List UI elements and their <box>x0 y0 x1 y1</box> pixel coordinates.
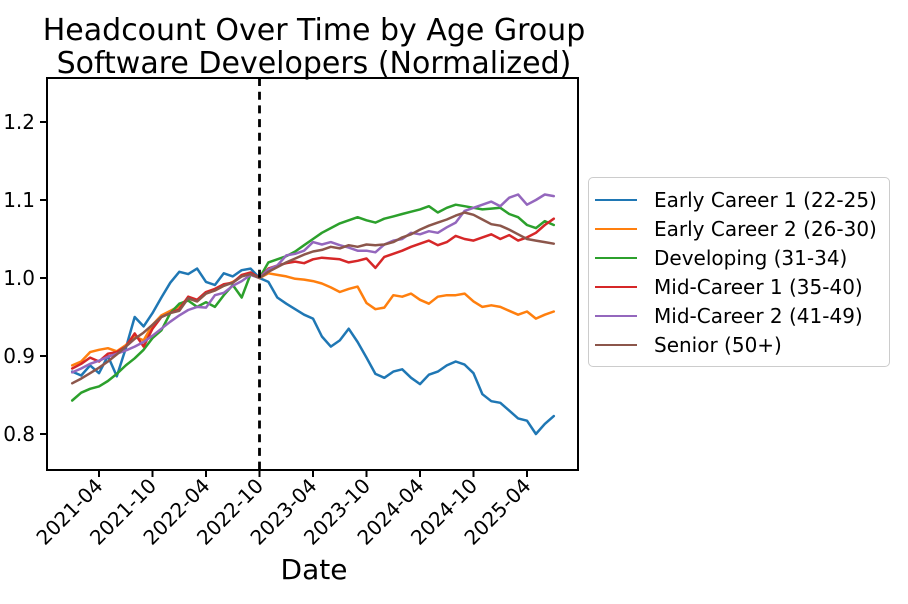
legend-label: Mid-Career 2 (41-49) <box>654 303 863 328</box>
legend-label: Developing (31-34) <box>654 245 848 270</box>
legend-swatch <box>595 227 637 230</box>
chart-subtitle: Software Developers (Normalized) <box>56 46 572 81</box>
plot-border <box>46 77 579 471</box>
legend: Early Career 1 (22-25) Early Career 2 (26… <box>588 177 890 367</box>
legend-label: Senior (50+) <box>654 332 782 357</box>
series-line-developing-31-34 <box>70 203 556 402</box>
legend-label: Early Career 1 (22-25) <box>654 187 877 212</box>
series-line-senior-50 <box>70 211 556 385</box>
legend-swatch <box>595 314 637 317</box>
y-tick-label: 1.1 <box>3 188 35 212</box>
legend-swatch <box>595 343 637 346</box>
legend-swatch <box>595 198 637 201</box>
legend-swatch <box>595 285 637 288</box>
legend-swatch <box>595 256 637 259</box>
legend-item: Senior (50+) <box>589 330 889 359</box>
x-axis-label: Date <box>280 553 348 586</box>
legend-item: Developing (31-34) <box>589 243 889 272</box>
legend-item: Early Career 2 (26-30) <box>589 214 889 243</box>
chart-title: Headcount Over Time by Age Group <box>42 13 586 48</box>
legend-label: Mid-Career 1 (35-40) <box>654 274 863 299</box>
series-line-early-career-1-22-25 <box>70 267 556 436</box>
legend-label: Early Career 2 (26-30) <box>654 216 877 241</box>
series-line-mid-career-1-35-40 <box>70 217 556 370</box>
series-line-mid-career-2-41-49 <box>70 193 556 374</box>
legend-item: Mid-Career 2 (41-49) <box>589 301 889 330</box>
y-tick-label: 1.0 <box>3 266 35 290</box>
legend-item: Early Career 1 (22-25) <box>589 185 889 214</box>
y-tick-label: 0.8 <box>3 422 35 446</box>
y-tick-label: 0.9 <box>3 344 35 368</box>
legend-item: Mid-Career 1 (35-40) <box>589 272 889 301</box>
y-tick-label: 1.2 <box>3 110 35 134</box>
